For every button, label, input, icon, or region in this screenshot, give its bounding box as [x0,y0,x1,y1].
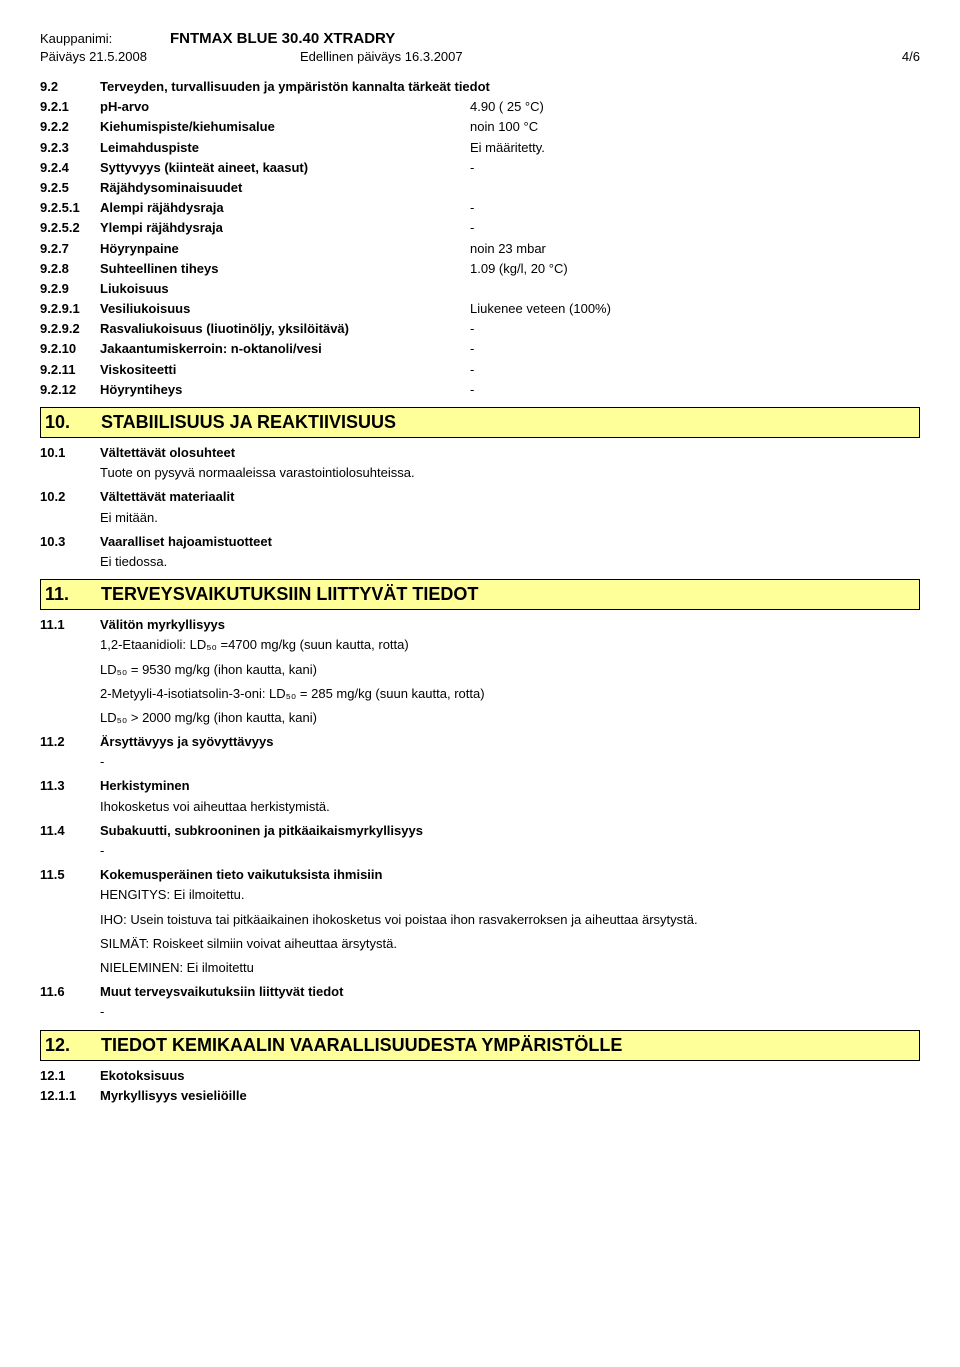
row-num: 11.5 [40,866,100,884]
row-body: - [100,753,920,771]
row-num: 10.1 [40,444,100,462]
row-value: - [470,199,920,217]
row-label: Rasvaliukoisuus (liuotinöljy, yksilöitäv… [100,320,470,338]
row-label: Suhteellinen tiheys [100,260,470,278]
row-num: 9.2.2 [40,118,100,136]
row-body: Ihokosketus voi aiheuttaa herkistymistä. [100,798,920,816]
row-body-line: LD₅₀ > 2000 mg/kg (ihon kautta, kani) [100,709,920,727]
row-body-line: IHO: Usein toistuva tai pitkäaikainen ih… [100,911,920,929]
row-num: 9.2.5.1 [40,199,100,217]
row-label: pH-arvo [100,98,470,116]
row-label: Terveyden, turvallisuuden ja ympäristön … [100,78,490,96]
product-label: Kauppanimi: [40,31,170,46]
date-previous: Edellinen päiväys 16.3.2007 [300,49,902,64]
row-label: Subakuutti, subkrooninen ja pitkäaikaism… [100,822,920,840]
row-label: Syttyvyys (kiinteät aineet, kaasut) [100,159,470,177]
row-num: 9.2.10 [40,340,100,358]
header-line-dates: Päiväys 21.5.2008 Edellinen päiväys 16.3… [40,49,920,64]
row-body-line: HENGITYS: Ei ilmoitettu. [100,886,920,904]
row-num: 10.3 [40,533,100,551]
row-value: - [470,361,920,379]
row-label: Ylempi räjähdysraja [100,219,470,237]
row-label: Liukoisuus [100,280,470,298]
row-label: Myrkyllisyys vesieliöille [100,1087,920,1105]
section-10-header: 10. STABIILISUUS JA REAKTIIVISUUS [40,407,920,438]
row-value: noin 100 °C [470,118,920,136]
row-value: - [470,381,920,399]
row-body-line: SILMÄT: Roiskeet silmiin voivat aiheutta… [100,935,920,953]
row-label: Vesiliukoisuus [100,300,470,318]
row-value: 1.09 (kg/l, 20 °C) [470,260,920,278]
row-body-line: 1,2-Etaanidioli: LD₅₀ =4700 mg/kg (suun … [100,636,920,654]
product-name: FNTMAX BLUE 30.40 XTRADRY [170,30,395,47]
row-label: Viskositeetti [100,361,470,379]
row-num: 9.2.9.2 [40,320,100,338]
date-current: Päiväys 21.5.2008 [40,49,300,64]
row-label: Höyrynpaine [100,240,470,258]
row-num: 9.2.4 [40,159,100,177]
row-num: 9.2.12 [40,381,100,399]
row-num: 9.2.9 [40,280,100,298]
row-label: Jakaantumiskerroin: n-oktanoli/vesi [100,340,470,358]
row-label: Muut terveysvaikutuksiin liittyvät tiedo… [100,983,920,1001]
row-num: 9.2.9.1 [40,300,100,318]
section-title: TERVEYSVAIKUTUKSIIN LIITTYVÄT TIEDOT [101,584,478,605]
row-label: Alempi räjähdysraja [100,199,470,217]
row-num: 9.2 [40,78,100,96]
row-num: 9.2.5 [40,179,100,197]
row-value: - [470,159,920,177]
section-title: STABIILISUUS JA REAKTIIVISUUS [101,412,396,433]
section-num: 11. [45,584,101,605]
section-12-header: 12. TIEDOT KEMIKAALIN VAARALLISUUDESTA Y… [40,1030,920,1061]
row-label: Höyryntiheys [100,381,470,399]
row-label: Vältettävät olosuhteet [100,444,920,462]
row-num: 11.4 [40,822,100,840]
row-label: Ekotoksisuus [100,1067,920,1085]
row-value: Liukenee veteen (100%) [470,300,920,318]
row-label: Kiehumispiste/kiehumisalue [100,118,470,136]
row-body-line: LD₅₀ = 9530 mg/kg (ihon kautta, kani) [100,661,920,679]
row-value: - [470,219,920,237]
row-num: 9.2.5.2 [40,219,100,237]
row-num: 9.2.11 [40,361,100,379]
row-num: 11.6 [40,983,100,1001]
row-label: Välitön myrkyllisyys [100,616,920,634]
row-value: - [470,340,920,358]
row-num: 9.2.8 [40,260,100,278]
header-line-product: Kauppanimi: FNTMAX BLUE 30.40 XTRADRY [40,30,920,47]
row-num: 11.1 [40,616,100,634]
row-body: - [100,842,920,860]
row-body: - [100,1003,920,1021]
row-label: Ärsyttävyys ja syövyttävyys [100,733,920,751]
section-num: 12. [45,1035,101,1056]
row-label: Leimahduspiste [100,139,470,157]
row-value: Ei määritetty. [470,139,920,157]
row-num: 12.1 [40,1067,100,1085]
row-body-line: NIELEMINEN: Ei ilmoitettu [100,959,920,977]
row-num: 9.2.1 [40,98,100,116]
row-num: 11.3 [40,777,100,795]
row-label: Herkistyminen [100,777,920,795]
row-num: 9.2.3 [40,139,100,157]
row-label: Vaaralliset hajoamistuotteet [100,533,920,551]
row-num: 10.2 [40,488,100,506]
section-title: TIEDOT KEMIKAALIN VAARALLISUUDESTA YMPÄR… [101,1035,622,1056]
page-number: 4/6 [902,49,920,64]
row-value: 4.90 ( 25 °C) [470,98,920,116]
row-body: Ei tiedossa. [100,553,920,571]
row-num: 11.2 [40,733,100,751]
row-num: 12.1.1 [40,1087,100,1105]
row-label: Vältettävät materiaalit [100,488,920,506]
row-body: Tuote on pysyvä normaaleissa varastointi… [100,464,920,482]
row-num: 9.2.7 [40,240,100,258]
row-body: Ei mitään. [100,509,920,527]
row-body-line: 2-Metyyli-4-isotiatsolin-3-oni: LD₅₀ = 2… [100,685,920,703]
row-value: - [470,320,920,338]
row-value: noin 23 mbar [470,240,920,258]
row-label: Räjähdysominaisuudet [100,179,470,197]
section-num: 10. [45,412,101,433]
section-9-body: 9.2Terveyden, turvallisuuden ja ympärist… [40,78,920,399]
section-11-header: 11. TERVEYSVAIKUTUKSIIN LIITTYVÄT TIEDOT [40,579,920,610]
row-label: Kokemusperäinen tieto vaikutuksista ihmi… [100,866,920,884]
